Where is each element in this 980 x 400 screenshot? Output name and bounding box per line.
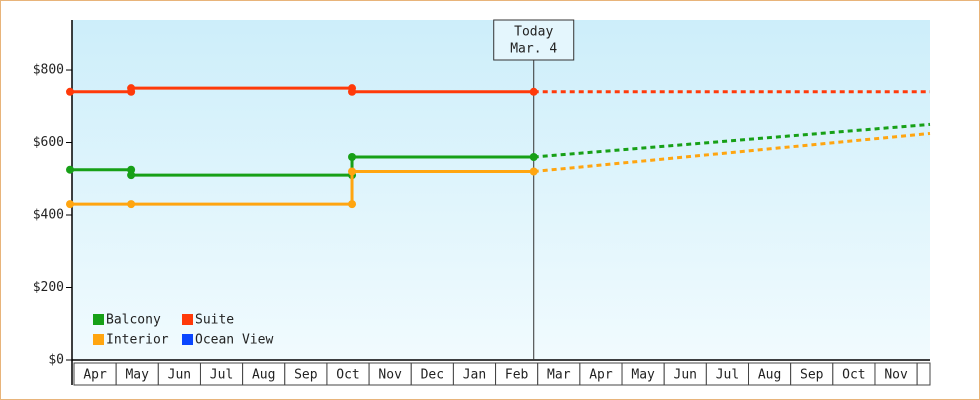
y-tick-label: $800 (33, 63, 64, 78)
point (127, 171, 136, 180)
x-tick-label: Jan (463, 368, 486, 383)
point (127, 84, 136, 93)
point (348, 87, 357, 96)
y-tick-label: $200 (33, 280, 64, 295)
point (127, 200, 136, 209)
projection-line (533, 131, 931, 174)
series-line (70, 155, 534, 177)
point (348, 200, 357, 209)
legend-label: Balcony (106, 313, 161, 328)
point (66, 87, 74, 96)
y-tick-label: $400 (33, 208, 64, 223)
legend-label: Interior (106, 333, 169, 348)
x-tick-label: Jul (716, 368, 739, 383)
series-line (70, 86, 534, 94)
point (66, 165, 74, 174)
point (348, 153, 357, 162)
x-tick-label: Mar (547, 368, 571, 383)
x-tick-label: May (125, 368, 149, 383)
legend-label: Suite (195, 313, 234, 328)
plot-area (72, 20, 930, 360)
legend-swatch (182, 334, 193, 345)
x-tick-label: Sep (294, 368, 318, 383)
point (529, 87, 538, 96)
x-tick-label: Aug (252, 368, 275, 383)
x-tick-label: Nov (378, 368, 402, 383)
today-box (493, 19, 575, 61)
x-tick-label: Dec (421, 368, 444, 383)
month-box (916, 362, 931, 386)
legend-swatch (93, 334, 104, 345)
x-tick-label: Aug (758, 368, 781, 383)
x-tick-label: Sep (800, 368, 824, 383)
projection-line (533, 122, 931, 159)
x-tick-label: Nov (884, 368, 908, 383)
annotation-text: Today (514, 25, 553, 40)
x-tick-label: Jun (168, 368, 191, 383)
x-tick-label: Apr (589, 368, 613, 383)
point (529, 167, 538, 176)
x-tick-label: Jun (674, 368, 697, 383)
x-tick-label: Feb (505, 368, 529, 383)
annotation-text: Mar. 4 (510, 42, 557, 57)
legend-label: Ocean View (195, 333, 273, 348)
x-tick-label: Jul (210, 368, 233, 383)
x-tick-label: May (631, 368, 655, 383)
x-tick-label: Oct (842, 368, 865, 383)
legend-swatch (182, 314, 193, 325)
y-tick-label: $600 (33, 135, 64, 150)
x-tick-label: Apr (83, 368, 107, 383)
y-tick-label: $0 (48, 353, 64, 368)
point (529, 153, 538, 162)
point (348, 167, 357, 176)
legend-swatch (93, 314, 104, 325)
x-tick-label: Oct (336, 368, 359, 383)
point (66, 200, 74, 209)
